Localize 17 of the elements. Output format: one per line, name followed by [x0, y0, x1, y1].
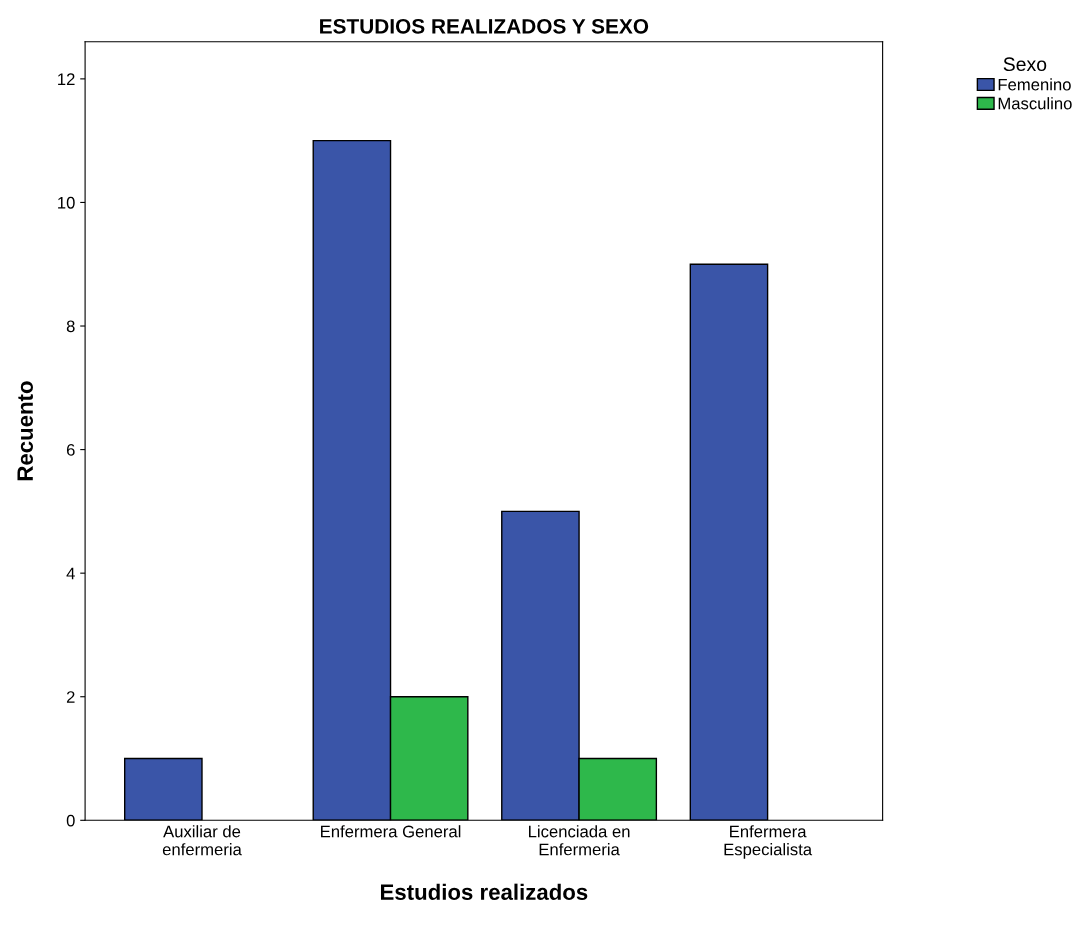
y-tick-label: 6 [66, 443, 75, 456]
y-tick-label: 8 [66, 320, 75, 333]
legend-label: Femenino [998, 78, 1071, 91]
y-tick-label: 0 [66, 814, 75, 827]
x-tick-label: Enfermera General [321, 825, 461, 838]
x-axis-title: Estudios realizados [381, 883, 588, 900]
x-tick-label: Enfermera Especialista [724, 825, 813, 859]
y-tick-label: 2 [66, 691, 75, 703]
y-tick-label: 10 [58, 196, 75, 209]
y-tick-label: 4 [66, 567, 75, 580]
y-tick-label: 12 [58, 73, 75, 85]
legend-label: Masculino [998, 97, 1072, 110]
x-tick-label: Licenciada en Enfermeria [529, 825, 630, 856]
x-tick-label: Auxiliar de enfermeria [162, 825, 242, 856]
legend-title: Sexo [1003, 57, 1047, 72]
y-axis-title: Recuento [17, 381, 33, 481]
chart-title: ESTUDIOS REALIZADOS Y SEXO [320, 18, 649, 34]
